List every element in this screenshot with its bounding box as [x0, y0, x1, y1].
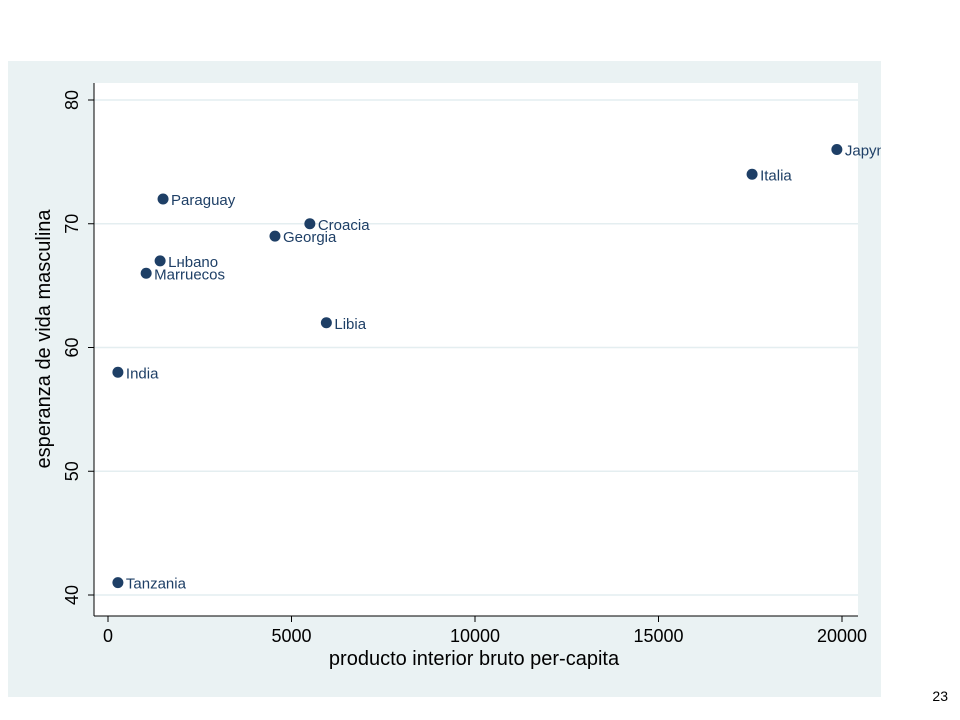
data-point [746, 168, 758, 180]
y-tick-label: 80 [62, 90, 82, 110]
data-point-label: India [126, 365, 159, 382]
y-tick-label: 50 [62, 461, 82, 481]
page-number: 23 [932, 688, 948, 704]
data-point-label: Marruecos [154, 266, 225, 283]
data-point-label: Lнbano [168, 254, 218, 271]
chart-panel: 40 50 60 70 80 0 5000 10000 15000 20000 Japyn Ital… [8, 61, 881, 697]
data-point [269, 230, 281, 242]
x-tick-label: 10000 [450, 626, 500, 646]
data-point [140, 267, 152, 279]
y-tick-label: 40 [62, 585, 82, 605]
data-point-label: Paraguay [171, 192, 236, 209]
data-point [112, 577, 124, 589]
y-axis-title: esperanza de vida masculina [33, 209, 55, 469]
data-point [320, 317, 332, 329]
x-tick-label: 20000 [817, 626, 867, 646]
axes: 40 50 60 70 80 0 5000 10000 15000 20000 [62, 83, 867, 646]
scatter-chart: 40 50 60 70 80 0 5000 10000 15000 20000 Japyn Ital… [33, 83, 881, 670]
data-point-label: Italia [760, 167, 792, 184]
x-tick-label: 0 [103, 626, 113, 646]
gridlines [94, 99, 858, 596]
plot-area [94, 83, 858, 616]
data-point-label: Georgia [283, 229, 337, 246]
data-point [112, 366, 124, 378]
data-point-label: Japyn [845, 143, 881, 160]
x-tick-label: 15000 [633, 626, 683, 646]
data-point [831, 144, 843, 155]
x-tick-label: 5000 [271, 626, 311, 646]
y-tick-label: 60 [62, 337, 82, 357]
data-point [304, 218, 316, 230]
data-point-label: Libia [334, 316, 366, 333]
data-point [157, 193, 169, 205]
x-axis-title: producto interior bruto per-capita [329, 648, 620, 670]
data-point-label: Croacia [318, 217, 370, 234]
data-point-label: Tanzania [126, 576, 187, 593]
data-point [154, 255, 166, 267]
y-tick-label: 70 [62, 214, 82, 234]
